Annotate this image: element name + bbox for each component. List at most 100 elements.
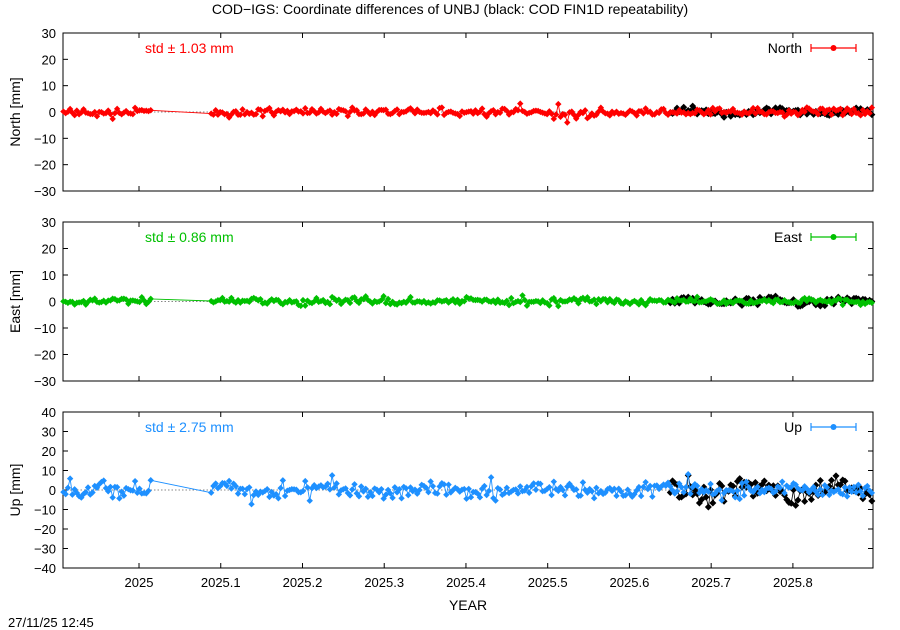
data-point <box>649 493 656 500</box>
data-point <box>122 296 130 303</box>
timestamp: 27/11/25 12:45 <box>8 615 94 630</box>
data-point <box>830 488 837 496</box>
data-point <box>772 488 779 495</box>
data-point <box>678 483 685 491</box>
data-point <box>593 300 600 308</box>
data-point <box>624 109 631 116</box>
data-point <box>590 495 598 502</box>
data-point <box>776 484 784 492</box>
data-point <box>60 488 67 496</box>
std-label: std ± 2.75 mm <box>145 419 234 435</box>
data-point <box>546 484 553 491</box>
data-point <box>828 300 835 307</box>
data-point <box>389 494 396 502</box>
data-point <box>611 485 618 493</box>
data-point <box>311 108 318 115</box>
data-point <box>147 295 154 303</box>
data-point <box>243 108 251 116</box>
data-point <box>517 483 524 490</box>
data-point <box>279 477 287 484</box>
data-point <box>758 297 766 305</box>
data-point <box>445 481 452 488</box>
data-point <box>391 484 399 491</box>
data-point <box>147 107 154 114</box>
data-point <box>532 486 540 493</box>
data-point <box>805 105 813 112</box>
data-point <box>286 110 293 118</box>
data-point <box>584 489 591 496</box>
data-point <box>223 482 231 490</box>
data-point <box>783 111 790 119</box>
x-tick-label: 2025.7 <box>691 575 731 590</box>
data-point <box>787 483 795 491</box>
data-point <box>573 296 580 304</box>
y-axis-label: East [mm] <box>7 270 23 333</box>
data-point <box>758 486 766 494</box>
data-point <box>637 492 645 500</box>
data-point <box>333 480 340 487</box>
data-point <box>440 111 448 119</box>
data-point <box>684 298 692 305</box>
data-point <box>593 484 600 491</box>
repeatability-point <box>738 483 746 491</box>
y-tick-label: −20 <box>34 158 56 173</box>
data-point <box>691 480 699 488</box>
data-point <box>673 110 681 117</box>
data-point <box>512 105 519 113</box>
data-point <box>779 109 786 116</box>
data-point <box>62 109 69 117</box>
data-point <box>333 110 340 118</box>
data-point <box>732 494 739 501</box>
data-point <box>212 480 219 487</box>
data-point <box>550 115 558 123</box>
repeatability-point <box>702 493 710 501</box>
data-point <box>434 111 441 118</box>
data-point <box>239 485 246 492</box>
data-point <box>662 482 669 489</box>
data-point <box>510 300 517 307</box>
repeatability-point <box>841 477 849 485</box>
data-point <box>552 111 560 118</box>
data-point <box>223 110 231 118</box>
data-point <box>633 112 640 119</box>
y-tick-label: 20 <box>42 52 56 67</box>
data-point <box>440 481 448 488</box>
panel-up: 40 30 20 10 0 −10 −20 −30 −40 2025 2025.1 2025.2 202… <box>7 405 876 590</box>
data-point <box>718 497 725 504</box>
data-point <box>861 484 869 492</box>
data-point <box>252 110 260 118</box>
data-point <box>259 113 266 120</box>
data-point <box>552 485 560 493</box>
y-tick-label: −30 <box>34 184 56 199</box>
data-point <box>492 111 499 118</box>
data-point <box>738 479 746 487</box>
data-point <box>841 108 849 116</box>
data-point <box>588 297 596 305</box>
data-point <box>382 106 390 113</box>
data-point <box>136 485 143 492</box>
data-point <box>465 485 472 493</box>
repeatability-point <box>760 477 768 485</box>
data-point <box>644 298 652 306</box>
data-point <box>805 295 813 302</box>
y-tick-label: 0 <box>49 295 56 310</box>
data-point <box>131 477 139 485</box>
x-tick-label: 2025 <box>125 575 154 590</box>
data-point <box>691 297 699 305</box>
data-point <box>812 108 820 115</box>
data-point <box>655 109 663 117</box>
data-point <box>425 488 432 496</box>
data-point <box>821 297 828 305</box>
data-point <box>416 486 423 494</box>
y-tick-label: −10 <box>34 131 56 146</box>
chart-title: COD−IGS: Coordinate differences of UNBJ … <box>212 1 688 17</box>
data-point <box>456 112 463 120</box>
legend-label: North <box>768 40 802 56</box>
data-point <box>487 474 495 481</box>
data-point <box>60 108 67 115</box>
data-point <box>611 299 618 307</box>
data-point <box>237 111 244 118</box>
data-point <box>667 483 674 490</box>
data-point <box>852 489 860 496</box>
data-point <box>861 300 869 308</box>
